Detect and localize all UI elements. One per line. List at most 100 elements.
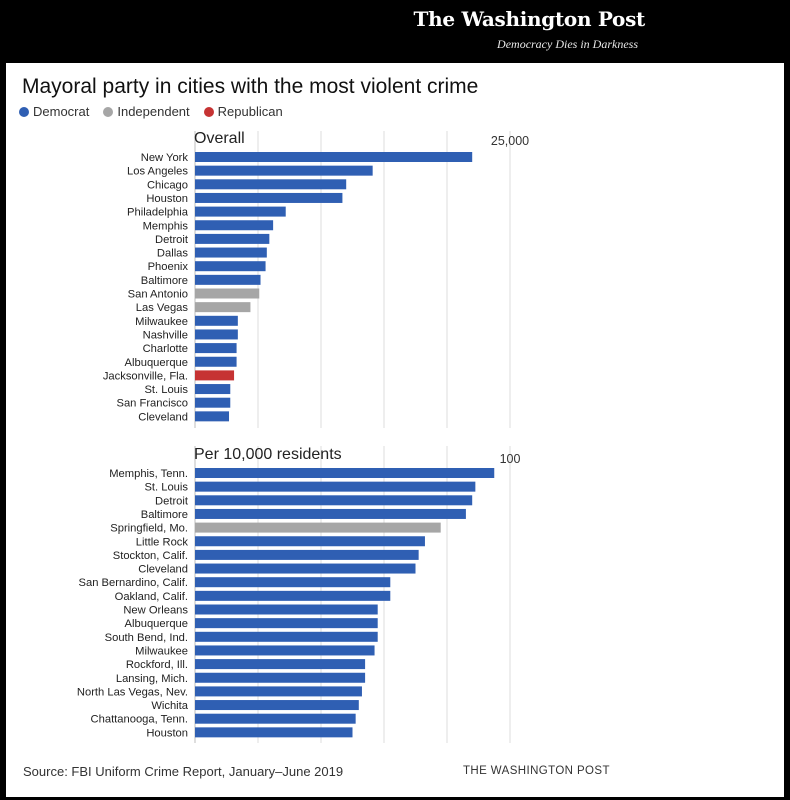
category-label-0-15: Albuquerque	[125, 357, 188, 369]
bar-0-7	[195, 247, 267, 258]
bar-1-2	[195, 495, 473, 506]
bar-1-3	[195, 508, 466, 519]
panel-subtitle-0: Overall	[194, 130, 245, 147]
category-label-0-11: Las Vegas	[136, 302, 189, 314]
bar-0-18	[195, 397, 231, 408]
bar-1-12	[195, 631, 378, 642]
panel-subtitle-1: Per 10,000 residents	[194, 446, 342, 463]
category-label-0-9: Baltimore	[141, 275, 188, 287]
category-label-0-17: St. Louis	[144, 384, 188, 396]
legend-swatch-republican	[203, 106, 214, 117]
bar-1-7	[195, 563, 416, 574]
chart-title: Mayoral party in cities with the most vi…	[22, 75, 479, 98]
category-label-0-0: New York	[141, 152, 189, 164]
category-label-0-10: San Antonio	[128, 289, 188, 301]
legend: Democrat Independent Republican	[19, 104, 283, 119]
category-label-1-13: Milwaukee	[135, 645, 188, 657]
bar-0-15	[195, 356, 237, 367]
chart-card: Mayoral party in cities with the most vi…	[6, 63, 784, 797]
category-label-1-6: Stockton, Calif.	[113, 550, 188, 562]
bar-1-8	[195, 577, 391, 588]
category-label-1-7: Cleveland	[138, 564, 188, 576]
category-label-0-19: Cleveland	[138, 411, 188, 423]
bar-0-10	[195, 288, 260, 299]
category-label-0-6: Detroit	[155, 234, 189, 246]
category-label-1-18: Chattanooga, Tenn.	[91, 714, 188, 726]
category-label-0-3: Houston	[146, 193, 188, 205]
legend-swatch-independent	[103, 106, 114, 117]
bar-0-11	[195, 302, 251, 313]
bar-0-4	[195, 206, 286, 217]
category-label-0-13: Nashville	[143, 329, 188, 341]
bar-1-16	[195, 686, 362, 697]
bar-1-9	[195, 590, 391, 601]
bar-1-10	[195, 604, 378, 615]
category-label-1-11: Albuquerque	[125, 618, 188, 630]
bar-1-11	[195, 618, 378, 629]
category-label-1-1: St. Louis	[144, 482, 188, 494]
category-label-1-9: Oakland, Calif.	[115, 591, 188, 603]
category-label-0-5: Memphis	[143, 220, 189, 232]
category-label-0-4: Philadelphia	[127, 207, 189, 219]
bar-0-13	[195, 329, 238, 340]
legend-item-independent: Independent	[103, 104, 190, 119]
bar-0-2	[195, 179, 347, 190]
masthead: The Washington Post Democracy Dies in Da…	[0, 0, 790, 60]
category-label-1-19: Houston	[146, 727, 188, 739]
bar-1-15	[195, 672, 366, 683]
category-label-0-7: Dallas	[157, 248, 188, 260]
bar-1-17	[195, 700, 359, 711]
bar-0-1	[195, 165, 373, 176]
category-label-1-16: North Las Vegas, Nev.	[77, 686, 188, 698]
category-label-1-14: Rockford, Ill.	[126, 659, 188, 671]
bar-0-12	[195, 315, 238, 326]
category-label-1-12: South Bend, Ind.	[105, 632, 188, 644]
bar-0-0	[195, 152, 473, 162]
bar-1-1	[195, 481, 476, 492]
legend-swatch-democrat	[19, 106, 29, 117]
tick-label-1: 100	[500, 452, 521, 466]
bar-0-16	[195, 370, 235, 381]
category-label-0-2: Chicago	[147, 179, 188, 191]
category-label-1-15: Lansing, Mich.	[116, 673, 188, 685]
bar-1-19	[195, 727, 353, 738]
bar-0-5	[195, 220, 274, 231]
legend-item-republican: Republican	[203, 104, 283, 119]
category-label-0-1: Los Angeles	[127, 166, 188, 178]
bar-0-9	[195, 274, 261, 285]
bar-0-19	[195, 411, 230, 422]
legend-label-independent: Independent	[117, 104, 190, 119]
category-label-1-2: Detroit	[155, 495, 189, 507]
bar-0-8	[195, 261, 266, 272]
bar-0-14	[195, 343, 237, 354]
category-label-1-17: Wichita	[151, 700, 188, 712]
category-label-1-3: Baltimore	[141, 509, 188, 521]
category-label-1-5: Little Rock	[136, 536, 189, 548]
category-label-1-8: San Bernardino, Calif.	[79, 577, 188, 589]
source-note: Source: FBI Uniform Crime Report, Januar…	[23, 764, 344, 779]
bar-0-6	[195, 233, 270, 244]
masthead-tagline: Democracy Dies in Darkness	[497, 37, 638, 51]
category-label-0-12: Milwaukee	[135, 316, 188, 328]
legend-item-democrat: Democrat	[19, 104, 89, 119]
bar-0-3	[195, 192, 343, 203]
category-label-0-8: Phoenix	[148, 261, 189, 273]
bar-0-17	[195, 384, 231, 395]
category-label-0-18: San Francisco	[116, 398, 188, 410]
bar-1-6	[195, 549, 419, 560]
masthead-logo[interactable]: The Washington Post	[413, 7, 646, 31]
tick-label-0: 25,000	[491, 134, 529, 148]
credit-line: THE WASHINGTON POST	[463, 765, 610, 777]
category-label-0-16: Jacksonville, Fla.	[103, 370, 188, 382]
category-label-0-14: Charlotte	[143, 343, 188, 355]
bar-1-18	[195, 713, 356, 724]
bar-1-0	[195, 468, 495, 478]
legend-label-democrat: Democrat	[33, 104, 90, 119]
bar-1-13	[195, 645, 375, 656]
category-label-1-0: Memphis, Tenn.	[109, 468, 188, 480]
category-label-1-10: New Orleans	[123, 605, 188, 617]
category-label-1-4: Springfield, Mo.	[110, 523, 188, 535]
bar-1-5	[195, 536, 425, 547]
legend-label-republican: Republican	[217, 104, 283, 119]
